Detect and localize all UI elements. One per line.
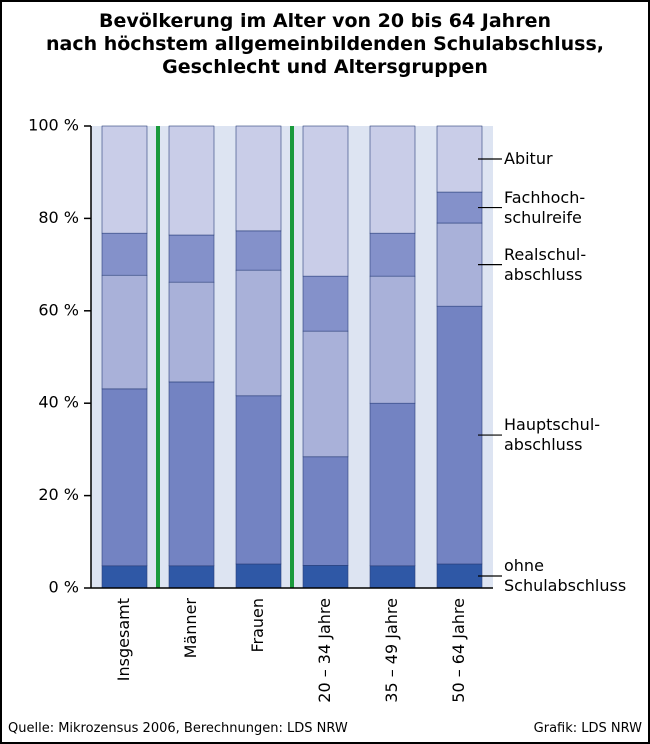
- x-tick-label: 35 – 49 Jahre: [382, 598, 401, 703]
- legend-label: Realschul- abschluss: [504, 244, 587, 284]
- bar-segment: [369, 565, 416, 589]
- bar-segment: [369, 402, 416, 567]
- bar-segment: [168, 381, 215, 567]
- y-tick-label: 20 %: [38, 485, 79, 504]
- bar-segment: [168, 565, 215, 589]
- bar-segment: [302, 330, 349, 458]
- legend-label: Hauptschul- abschluss: [504, 415, 601, 455]
- bar-segment: [302, 456, 349, 566]
- bar-segment: [302, 565, 349, 589]
- bar-segment: [101, 125, 148, 234]
- x-tick-label: Männer: [181, 598, 200, 659]
- bar-segment: [235, 230, 282, 271]
- bar-segment: [369, 232, 416, 277]
- x-tick-label: Frauen: [248, 598, 267, 653]
- bar-segment: [235, 125, 282, 232]
- legend-label: ohne Schulabschluss: [504, 555, 627, 595]
- bar-segment: [369, 275, 416, 404]
- bar-segment: [436, 305, 483, 565]
- bar-segment: [101, 274, 148, 390]
- bar-segment: [168, 125, 215, 236]
- bar-segment: [436, 563, 483, 589]
- bar-segment: [168, 281, 215, 383]
- legend-label: Abitur: [504, 149, 553, 169]
- bar-segment: [168, 234, 215, 283]
- source: Quelle: Mikrozensus 2006, Berechnungen: …: [8, 721, 348, 736]
- x-tick-label: 20 – 34 Jahre: [315, 598, 334, 703]
- bar-segment: [235, 395, 282, 565]
- chart-title: Bevölkerung im Alter von 20 bis 64 Jahre…: [45, 10, 605, 78]
- credit: Grafik: LDS NRW: [533, 721, 642, 736]
- legend-label: Fachhoch- schulreife: [504, 187, 586, 227]
- x-tick-label: 50 – 64 Jahre: [449, 598, 468, 703]
- y-tick-label: 80 %: [38, 208, 79, 227]
- bar-segment: [302, 275, 349, 332]
- bar-segment: [302, 125, 349, 277]
- y-tick-label: 40 %: [38, 393, 79, 412]
- bar-segment: [436, 125, 483, 193]
- y-tick-label: 0 %: [49, 578, 79, 597]
- bar-segment: [436, 222, 483, 307]
- bar-segment: [436, 191, 483, 224]
- bar-segment: [369, 125, 416, 234]
- x-tick-label: Insgesamt: [114, 598, 133, 681]
- bar-segment: [235, 269, 282, 397]
- y-tick-label: 60 %: [38, 300, 79, 319]
- bar-segment: [101, 232, 148, 276]
- bar-segment: [101, 565, 148, 589]
- bar-segment: [235, 563, 282, 589]
- bar-segment: [101, 388, 148, 567]
- y-tick-label: 100 %: [28, 116, 79, 135]
